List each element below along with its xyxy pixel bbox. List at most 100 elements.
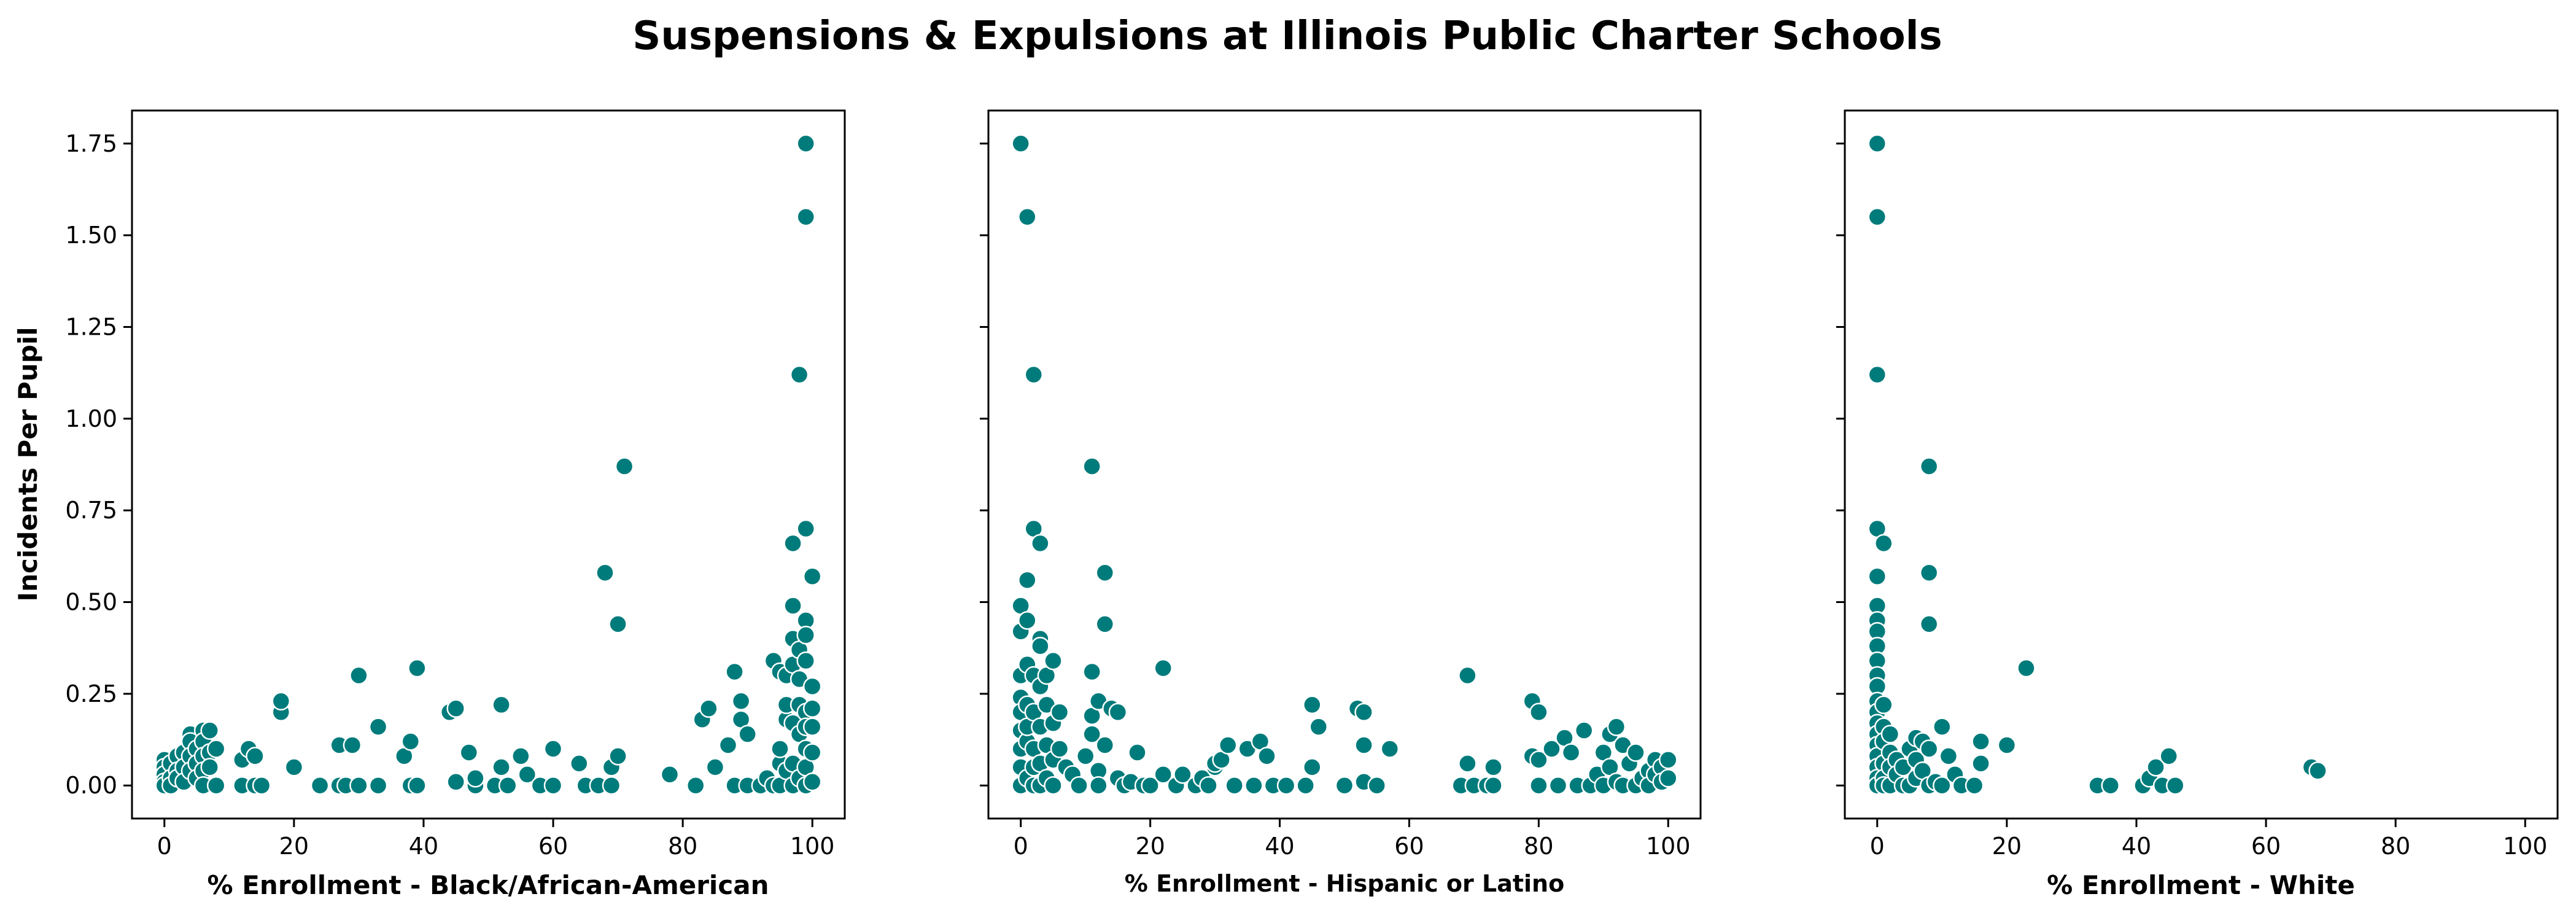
data-point: [1919, 739, 1939, 758]
data-point: [543, 739, 563, 758]
data-point: [770, 739, 789, 758]
data-point: [1082, 725, 1101, 744]
data-point: [1458, 666, 1477, 685]
data-point: [1050, 739, 1069, 758]
data-point: [1965, 776, 1984, 795]
data-point: [1868, 207, 1887, 227]
data-point: [731, 691, 751, 711]
data-point: [1933, 776, 1952, 795]
y-tick-label: 0.25: [65, 680, 117, 707]
data-point: [1154, 765, 1173, 784]
data-point: [1335, 776, 1354, 795]
data-point: [1044, 776, 1063, 795]
data-point: [1868, 365, 1887, 384]
data-point: [1303, 758, 1322, 777]
data-point: [349, 776, 368, 795]
data-point: [1076, 747, 1095, 766]
data-point: [1044, 651, 1063, 671]
panel-hispanic: 0 20 40 60 80 100 % Enrollment - Hispanic or …: [980, 109, 1702, 897]
data-point: [1874, 534, 1893, 553]
panel-black: 0 20 40 60 80 100 0.00 0.25 0.50 0.75 1.00 1.25 1.50…: [13, 109, 846, 900]
data-point: [1868, 134, 1887, 154]
data-point: [705, 758, 725, 777]
x-tick-label: 60: [538, 833, 568, 860]
data-point: [615, 457, 634, 476]
data-point: [492, 695, 511, 715]
y-axis-label: Incidents Per Pupil: [13, 327, 43, 601]
data-point: [200, 721, 219, 740]
data-point: [492, 758, 511, 777]
data-point: [1024, 365, 1044, 384]
x-tick-label: 80: [668, 833, 697, 860]
data-point: [1484, 776, 1503, 795]
x-axis-label: % Enrollment - Black/African-American: [208, 870, 769, 900]
x-tick-label: 60: [1394, 833, 1424, 860]
data-point: [1095, 736, 1115, 755]
data-point: [284, 758, 304, 777]
data-point: [1458, 754, 1477, 773]
x-tick-label: 0: [1014, 833, 1028, 860]
data-point: [1354, 702, 1373, 722]
data-point: [1141, 776, 1160, 795]
data-point: [1309, 717, 1329, 736]
data-point: [401, 732, 421, 751]
data-point: [783, 596, 802, 615]
data-point: [1548, 776, 1568, 795]
data-point: [796, 207, 815, 227]
data-point: [543, 776, 563, 795]
data-point: [1529, 750, 1548, 769]
points-layer: [1011, 134, 1678, 795]
data-point: [1218, 736, 1238, 755]
data-point: [796, 134, 815, 154]
data-point: [368, 717, 388, 736]
x-tick-label: 0: [1870, 833, 1885, 860]
data-point: [1018, 207, 1037, 227]
data-point: [2101, 776, 2120, 795]
data-point: [1626, 743, 1645, 762]
data-point: [1050, 702, 1069, 722]
data-point: [802, 717, 822, 736]
data-point: [802, 567, 822, 586]
data-point: [802, 743, 822, 762]
plot-frame: [1844, 109, 2559, 820]
data-point: [570, 754, 589, 773]
data-point: [1225, 776, 1244, 795]
data-point: [699, 699, 718, 718]
data-point: [802, 699, 822, 718]
data-point: [2146, 758, 2165, 777]
data-point: [1018, 570, 1037, 589]
x-tick-label: 100: [2503, 833, 2548, 860]
data-point: [511, 747, 530, 766]
data-point: [206, 776, 226, 795]
x-axis-label: % Enrollment - White: [2047, 870, 2355, 900]
data-point: [660, 765, 680, 784]
data-point: [446, 699, 465, 718]
data-point: [686, 776, 705, 795]
y-tick-label: 0.50: [65, 589, 117, 616]
x-tick-label: 0: [157, 833, 172, 860]
y-tick-label: 1.75: [65, 130, 117, 157]
x-tick-label: 40: [409, 833, 438, 860]
data-point: [1082, 662, 1101, 682]
data-point: [1128, 743, 1147, 762]
data-point: [1880, 725, 1900, 744]
data-point: [498, 776, 518, 795]
data-point: [343, 736, 362, 755]
data-point: [796, 519, 815, 539]
data-point: [1484, 758, 1503, 777]
data-point: [408, 658, 427, 678]
data-point: [1173, 765, 1192, 784]
data-point: [783, 534, 802, 553]
data-point: [1089, 776, 1108, 795]
data-point: [1868, 567, 1887, 586]
data-point: [1018, 611, 1037, 630]
data-point: [1082, 457, 1101, 476]
data-point: [1542, 739, 1561, 758]
data-point: [1031, 534, 1050, 553]
data-point: [1296, 776, 1315, 795]
y-tick-label: 1.00: [65, 405, 117, 432]
data-point: [1574, 721, 1594, 740]
data-point: [1607, 717, 1626, 736]
data-point: [1659, 769, 1678, 788]
